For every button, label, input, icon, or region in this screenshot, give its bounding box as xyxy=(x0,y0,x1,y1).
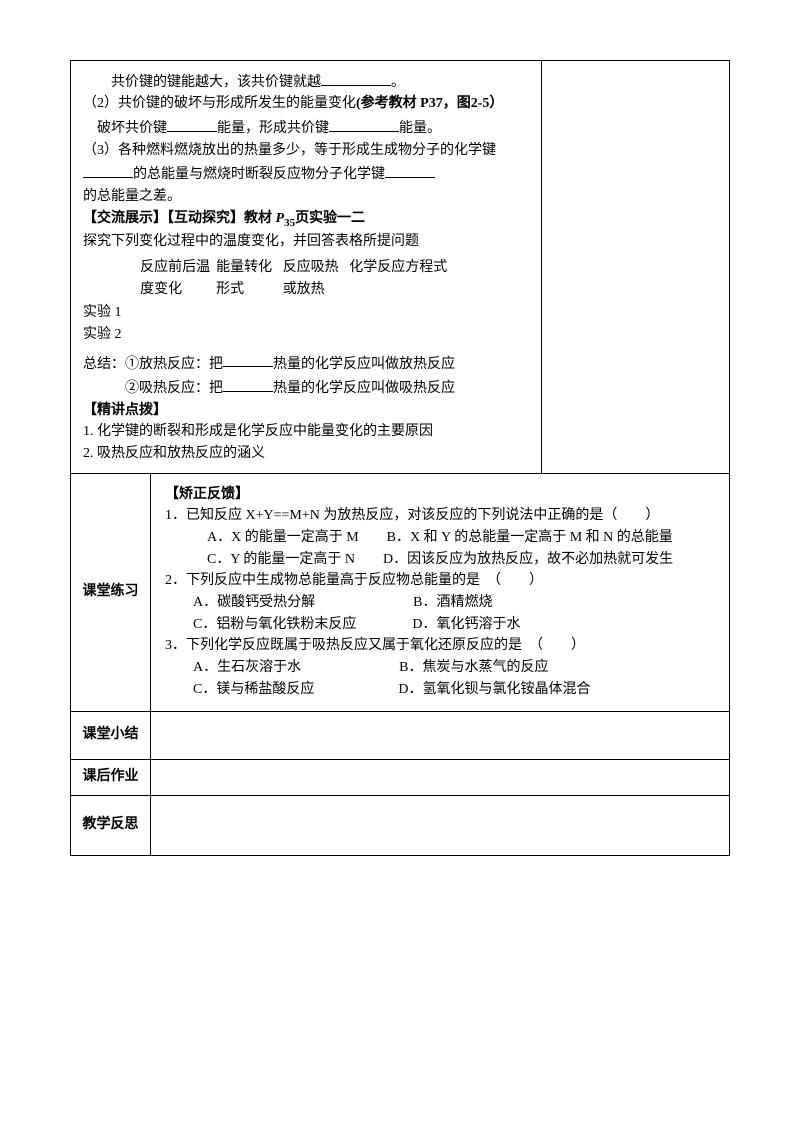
exp-row1-c1 xyxy=(140,302,216,324)
line-2: （2）共价键的破坏与形成所发生的能量变化(参考教材 P37，图2-5） xyxy=(83,93,529,115)
correction-title: 【矫正反馈】 xyxy=(165,484,715,506)
summary-2: ②吸热反应：把热量的化学反应叫做吸热反应 xyxy=(83,375,529,399)
exp-row2-c1 xyxy=(140,324,216,346)
exp-row2-label: 实验 2 xyxy=(83,324,140,346)
main-content-cell: 共价键的键能越大，该共价键就越。 （2）共价键的破坏与形成所发生的能量变化(参考… xyxy=(71,61,730,474)
practice-header: 课堂练习 xyxy=(71,473,151,711)
q1-opts-1: A．X 的能量一定高于 M B．X 和 Y 的总能量一定高于 M 和 N 的总能… xyxy=(165,527,715,549)
summary-content xyxy=(151,711,730,759)
q3-opts-1: A．生石灰溶于水 B．焦炭与水蒸气的反应 xyxy=(165,657,715,679)
exp-row2-c2 xyxy=(216,324,283,346)
q3-opts-2: C．镁与稀盐酸反应 D．氢氧化钡与氯化铵晶体混合 xyxy=(165,679,715,701)
experiment-table: 反应前后温度变化 能量转化形式 反应吸热或放热 化学反应方程式 实验 1 xyxy=(83,257,529,347)
exp-row1-c4 xyxy=(349,302,528,324)
summary-header: 课堂小结 xyxy=(71,711,151,759)
document-table: 共价键的键能越大，该共价键就越。 （2）共价键的破坏与形成所发生的能量变化(参考… xyxy=(70,60,730,856)
summary-1: 总结：①放热反应：把热量的化学反应叫做放热反应 xyxy=(83,351,529,375)
practice-content: 【矫正反馈】 1．已知反应 X+Y==M+N 为放热反应，对该反应的下列说法中正… xyxy=(151,473,730,711)
line-1: 共价键的键能越大，该共价键就越。 xyxy=(83,69,529,93)
line-3: 破坏共价键能量，形成共价键能量。 xyxy=(83,115,529,139)
q2-opts-2: C．铝粉与氧化铁粉末反应 D．氧化钙溶于水 xyxy=(165,614,715,636)
exp-row2-c3 xyxy=(283,324,350,346)
exp-th-blank xyxy=(83,257,140,302)
reflection-header: 教学反思 xyxy=(71,795,151,855)
homework-content xyxy=(151,759,730,795)
q1: 1．已知反应 X+Y==M+N 为放热反应，对该反应的下列说法中正确的是（ ） xyxy=(165,505,715,527)
exp-th-3: 反应吸热或放热 xyxy=(283,257,350,302)
exp-row1-c2 xyxy=(216,302,283,324)
exchange-title: 【交流展示】【互动探究】教材 P35页实验一二 xyxy=(83,208,529,232)
q3: 3．下列化学反应既属于吸热反应又属于氧化还原反应的是 （ ） xyxy=(165,635,715,657)
jj-1: 1. 化学键的断裂和形成是化学反应中能量变化的主要原因 xyxy=(83,421,529,443)
q2-opts-1: A．碳酸钙受热分解 B．酒精燃烧 xyxy=(165,592,715,614)
exp-row1-label: 实验 1 xyxy=(83,302,140,324)
right-empty-column xyxy=(541,61,729,473)
exp-row1-c3 xyxy=(283,302,350,324)
exchange-intro: 探究下列变化过程中的温度变化，并回答表格所提问题 xyxy=(83,231,529,253)
jj-2: 2. 吸热反应和放热反应的涵义 xyxy=(83,443,529,465)
line-5: 的总能量之差。 xyxy=(83,186,529,208)
jingjiang-title: 【精讲点拨】 xyxy=(83,400,529,422)
line-4: （3）各种燃料燃烧放出的热量多少，等于形成生成物分子的化学键的总能量与燃烧时断裂… xyxy=(83,140,529,186)
q2: 2．下列反应中生成物总能量高于反应物总能量的是 （ ） xyxy=(165,570,715,592)
homework-header: 课后作业 xyxy=(71,759,151,795)
exp-th-1: 反应前后温度变化 xyxy=(140,257,216,302)
exp-th-2: 能量转化形式 xyxy=(216,257,283,302)
top-content: 共价键的键能越大，该共价键就越。 （2）共价键的破坏与形成所发生的能量变化(参考… xyxy=(77,65,535,469)
exp-row2-c4 xyxy=(349,324,528,346)
left-content-column: 共价键的键能越大，该共价键就越。 （2）共价键的破坏与形成所发生的能量变化(参考… xyxy=(71,61,541,473)
exp-th-4: 化学反应方程式 xyxy=(349,257,528,302)
reflection-content xyxy=(151,795,730,855)
inner-split-table: 共价键的键能越大，该共价键就越。 （2）共价键的破坏与形成所发生的能量变化(参考… xyxy=(71,61,729,473)
q1-opts-2: C．Y 的能量一定高于 N D．因该反应为放热反应，故不必加热就可发生 xyxy=(165,549,715,571)
